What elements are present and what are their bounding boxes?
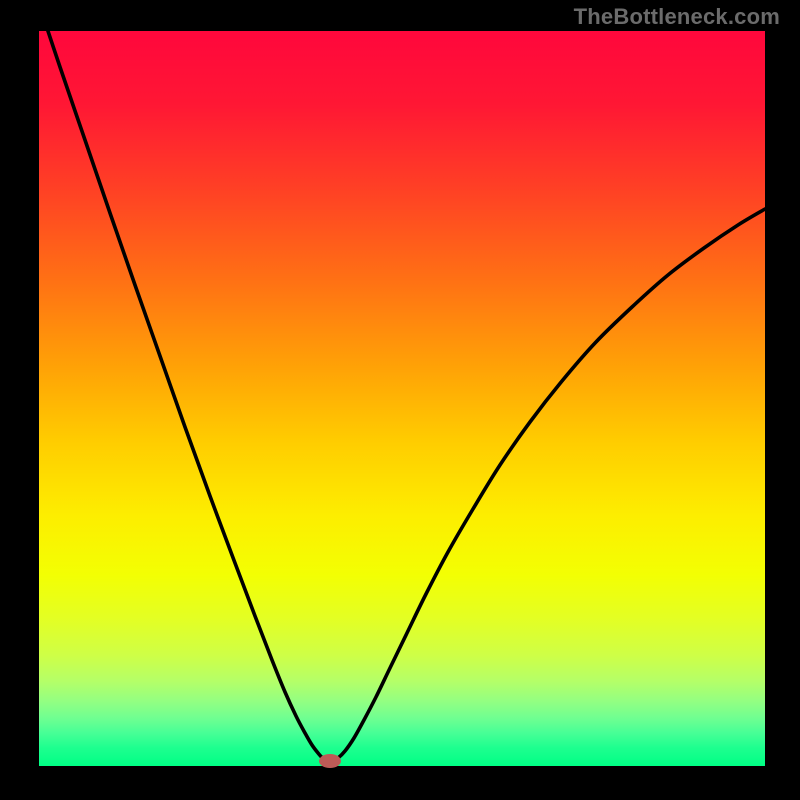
chart-svg xyxy=(0,0,800,800)
chart-container: { "watermark": { "text": "TheBottleneck.… xyxy=(0,0,800,800)
minimum-marker xyxy=(319,754,341,768)
watermark-text: TheBottleneck.com xyxy=(574,4,780,30)
plot-background xyxy=(39,31,765,766)
